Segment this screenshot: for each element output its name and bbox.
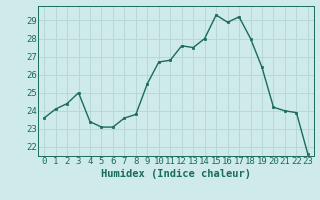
X-axis label: Humidex (Indice chaleur): Humidex (Indice chaleur) [101, 169, 251, 179]
